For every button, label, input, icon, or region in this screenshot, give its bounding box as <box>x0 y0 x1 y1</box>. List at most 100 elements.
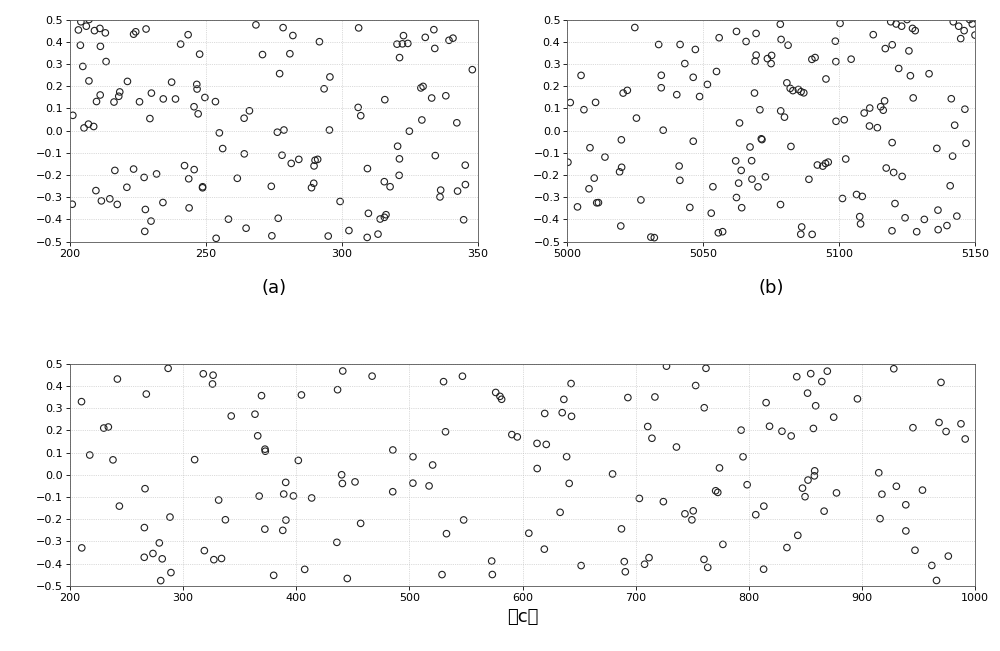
Point <box>849 189 865 200</box>
Point <box>80 119 96 130</box>
Point <box>275 22 291 33</box>
Point <box>143 216 159 227</box>
Point <box>376 212 392 223</box>
Point <box>576 104 592 115</box>
Point <box>931 417 947 428</box>
Point <box>263 181 279 191</box>
Point <box>88 186 104 196</box>
Point <box>274 150 290 160</box>
Point <box>682 202 698 213</box>
Point <box>617 566 633 577</box>
Point <box>874 489 890 499</box>
Point <box>195 182 211 193</box>
Point <box>856 108 872 118</box>
Point <box>772 19 788 29</box>
Point <box>405 452 421 462</box>
Point <box>276 489 292 499</box>
Point <box>646 232 662 243</box>
Point <box>744 156 760 166</box>
Point <box>76 123 92 133</box>
Point <box>180 29 196 40</box>
Point <box>350 102 366 113</box>
Point <box>962 14 978 25</box>
Point <box>163 568 179 578</box>
Point <box>454 371 470 381</box>
Point <box>552 507 568 518</box>
Point <box>457 160 473 171</box>
Point <box>782 83 798 94</box>
Point <box>816 506 832 516</box>
Point <box>909 227 925 237</box>
Point <box>214 553 230 564</box>
Point <box>96 423 112 434</box>
Point <box>189 84 205 94</box>
Point <box>173 39 189 49</box>
Point <box>186 165 202 175</box>
Point <box>685 506 701 516</box>
Point <box>415 81 431 92</box>
Point <box>205 370 221 380</box>
Point <box>432 191 448 202</box>
Point <box>427 43 443 53</box>
Point <box>126 29 142 40</box>
Point <box>914 485 930 495</box>
Point <box>930 205 946 215</box>
Point <box>862 103 878 113</box>
Point <box>335 366 351 376</box>
Point <box>715 539 731 549</box>
Point <box>450 186 466 197</box>
Point <box>206 555 222 565</box>
Point <box>685 72 701 83</box>
Point <box>818 158 834 169</box>
Point <box>589 198 605 208</box>
Point <box>687 44 703 55</box>
Point <box>330 385 346 395</box>
Point <box>81 76 97 86</box>
Point <box>653 83 669 93</box>
Point <box>105 454 121 465</box>
Point <box>436 376 452 387</box>
Point <box>836 115 852 125</box>
Point <box>898 526 914 536</box>
Point <box>612 167 628 177</box>
Point <box>838 154 854 164</box>
Point <box>400 38 416 49</box>
Point <box>421 480 437 491</box>
Point <box>92 41 108 51</box>
Point <box>875 105 891 115</box>
Point <box>464 64 480 75</box>
Point <box>126 164 142 174</box>
Point <box>796 88 812 98</box>
Point <box>128 27 144 37</box>
Point <box>828 116 844 126</box>
Point <box>142 113 158 124</box>
Point <box>709 66 725 77</box>
Point <box>389 39 405 49</box>
Point <box>735 452 751 462</box>
Point <box>754 134 770 145</box>
Point <box>378 210 394 220</box>
Point <box>106 97 122 107</box>
Point <box>753 133 769 144</box>
Point <box>236 113 252 124</box>
Point <box>456 215 472 225</box>
Point <box>748 50 764 61</box>
Point <box>773 105 789 116</box>
Point <box>883 16 899 27</box>
Point <box>359 163 375 174</box>
Point <box>153 575 169 586</box>
Point <box>151 538 167 548</box>
Point <box>588 97 604 107</box>
Point <box>728 192 744 202</box>
Point <box>762 421 778 432</box>
Point <box>619 85 635 96</box>
Point <box>692 91 708 102</box>
Point <box>509 432 525 442</box>
Point <box>306 161 322 171</box>
Point <box>916 214 932 225</box>
Point <box>640 421 656 432</box>
Point <box>748 28 764 38</box>
Point <box>364 371 380 381</box>
Point <box>304 182 320 193</box>
Point <box>613 523 629 534</box>
